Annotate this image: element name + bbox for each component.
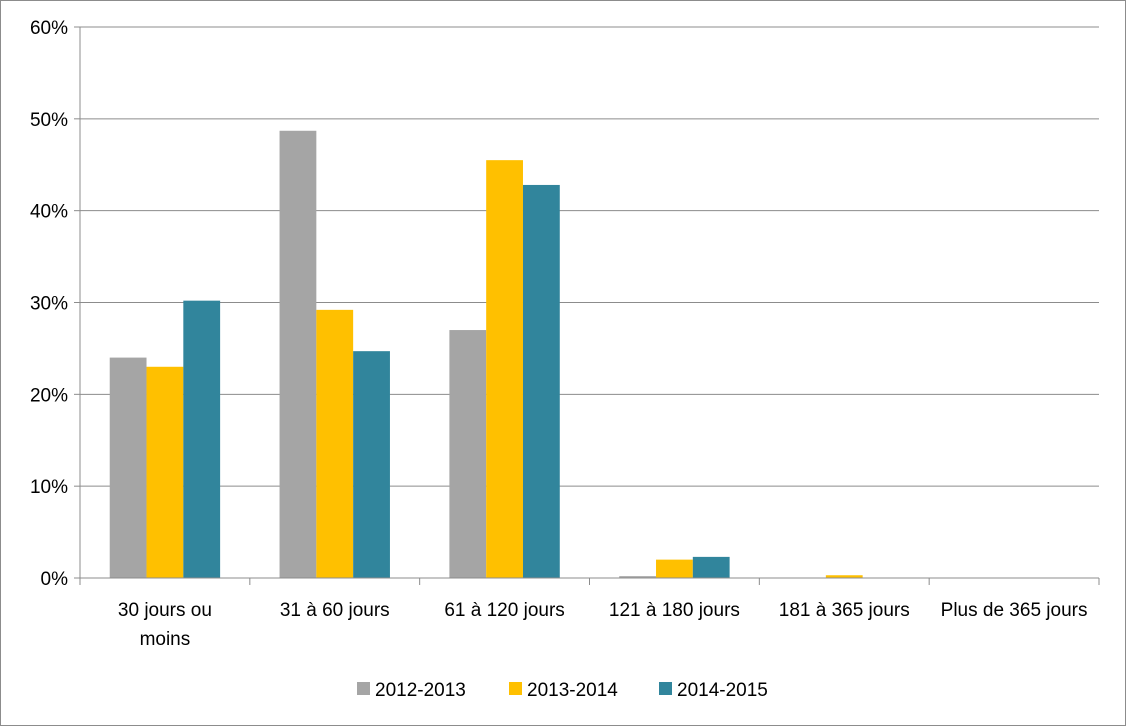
bar bbox=[183, 300, 221, 578]
x-tick-label: 30 jours ou bbox=[118, 600, 212, 621]
legend-swatch bbox=[509, 682, 522, 695]
x-tick-label: 181 à 365 jours bbox=[779, 600, 910, 621]
x-tick-label: 121 à 180 jours bbox=[609, 600, 740, 621]
x-tick-label: moins bbox=[140, 629, 191, 650]
bar bbox=[522, 184, 560, 578]
y-tick-label: 30% bbox=[30, 294, 68, 315]
y-tick-labels: 0% 10% 20% 30% 40% 50% 60% bbox=[30, 18, 68, 590]
legend-swatch bbox=[659, 682, 672, 695]
y-tick-label: 20% bbox=[30, 385, 68, 406]
bar bbox=[449, 330, 487, 578]
bar bbox=[146, 366, 184, 578]
x-tick-label: Plus de 365 jours bbox=[941, 600, 1088, 621]
axes bbox=[74, 26, 1100, 585]
y-tick-label: 40% bbox=[30, 202, 68, 223]
x-tick-label: 31 à 60 jours bbox=[280, 600, 390, 621]
bar bbox=[353, 351, 390, 578]
y-tick-label: 60% bbox=[30, 18, 68, 39]
bar bbox=[486, 160, 523, 578]
bar bbox=[109, 357, 147, 578]
legend-label: 2012-2013 bbox=[375, 680, 466, 701]
legend-swatch bbox=[357, 682, 370, 695]
y-tick-label: 10% bbox=[30, 477, 68, 498]
y-tick-label: 50% bbox=[30, 110, 68, 131]
bar bbox=[692, 556, 730, 578]
x-tick-labels: 30 jours ou moins 31 à 60 jours 61 à 120 jo… bbox=[118, 600, 1088, 650]
legend-label: 2014-2015 bbox=[677, 680, 768, 701]
x-tick-label: 61 à 120 jours bbox=[444, 600, 564, 621]
bar bbox=[619, 576, 657, 578]
bar bbox=[316, 309, 354, 578]
bars bbox=[109, 130, 863, 578]
legend-label: 2013-2014 bbox=[527, 680, 618, 701]
legend: 2012-2013 2013-2014 2014-2015 bbox=[357, 680, 768, 701]
bar bbox=[825, 575, 863, 578]
bar bbox=[279, 130, 317, 578]
gridlines bbox=[80, 26, 1099, 487]
bar bbox=[656, 559, 693, 578]
y-tick-label: 0% bbox=[41, 569, 69, 590]
